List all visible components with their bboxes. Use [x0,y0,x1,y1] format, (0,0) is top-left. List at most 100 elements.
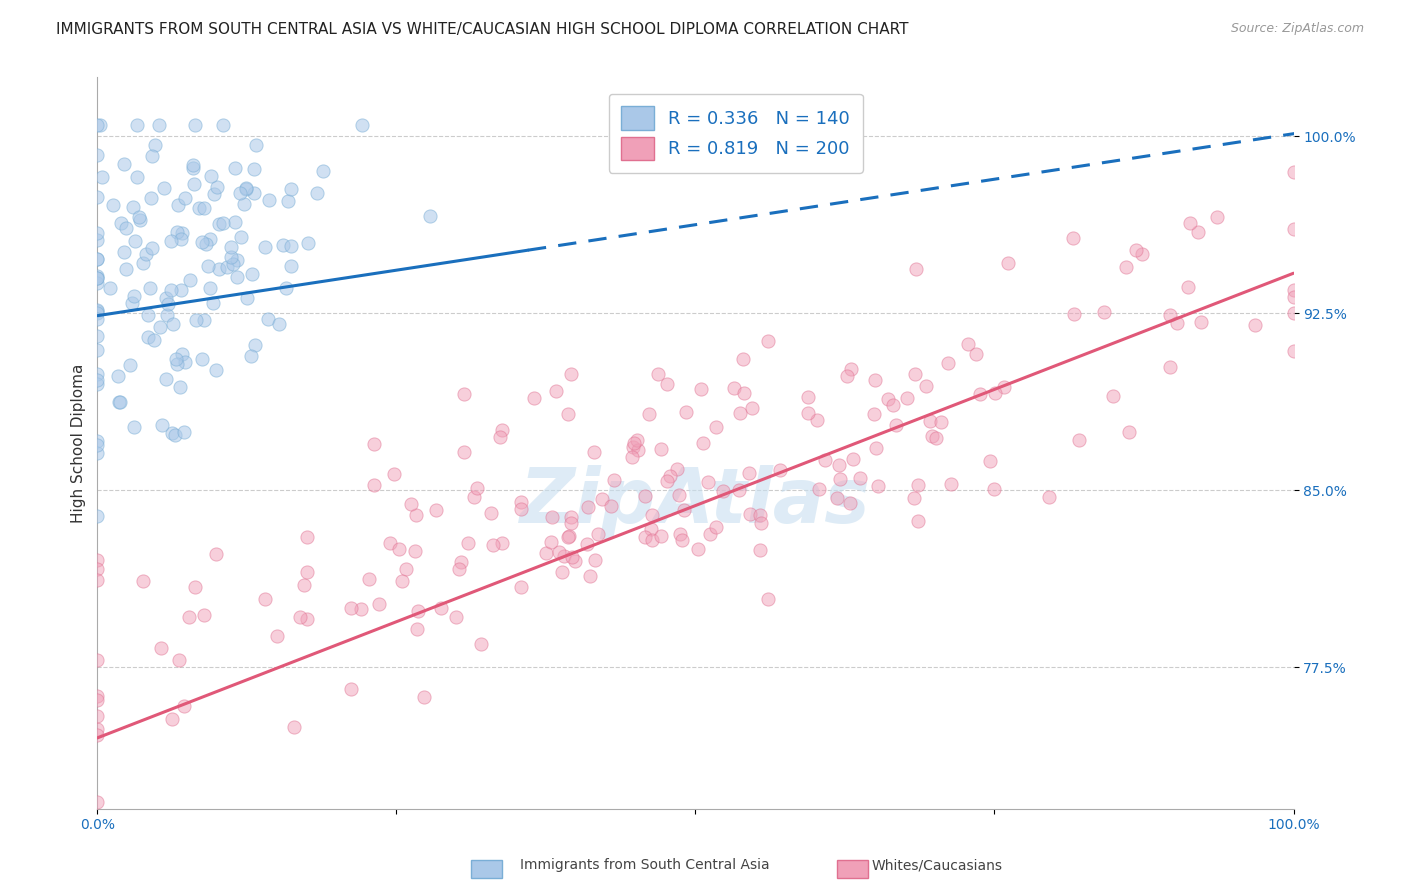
Point [1159,359,1181,374]
Point [177,609,200,624]
Point [204,187,226,202]
Point [86,373,108,387]
Point [173,355,195,369]
Point [143,138,166,153]
Point [235,181,257,195]
Point [626,433,648,447]
Point [86,233,108,247]
Point [190,235,212,249]
Point [586,526,609,541]
Point [198,281,221,295]
Point [86,438,108,452]
Point [1063,307,1085,321]
Point [482,538,505,552]
Point [257,193,280,207]
Point [124,235,146,249]
Point [711,483,734,498]
Point [173,425,195,440]
Point [599,499,621,513]
Point [160,425,183,440]
Point [939,477,962,491]
Point [650,442,672,456]
Point [1067,433,1090,447]
Point [1282,222,1305,236]
Point [193,201,215,215]
Point [122,420,145,434]
Point [160,234,183,248]
Point [866,479,889,493]
Point [413,690,436,704]
Point [86,553,108,567]
Point [404,544,426,558]
Point [904,368,927,382]
Point [553,549,575,563]
Point [673,503,696,517]
Point [91,170,114,185]
Point [769,463,792,477]
Point [1038,490,1060,504]
Point [1191,315,1213,329]
Point [165,351,187,366]
Point [169,379,191,393]
Point [235,291,257,305]
Point [155,371,177,385]
Point [453,386,475,401]
Point [463,490,485,504]
Point [197,259,219,273]
Point [89,118,111,132]
Point [86,118,108,132]
Point [749,516,772,531]
Point [907,515,929,529]
Point [406,622,429,636]
Point [86,303,108,318]
Point [551,566,574,580]
Point [399,497,422,511]
Point [1125,243,1147,257]
Point [837,369,859,384]
Point [838,495,860,509]
Point [141,149,163,163]
Point [243,338,266,352]
Point [1177,280,1199,294]
Point [112,244,135,259]
Point [222,257,245,271]
Point [576,500,599,514]
Point [1092,304,1115,318]
Point [245,138,267,153]
Point [129,212,152,227]
Point [841,452,863,467]
Point [915,379,938,393]
Point [307,186,329,200]
Point [170,347,193,361]
Point [704,520,727,534]
Point [193,607,215,622]
Point [686,542,709,557]
Point [557,529,579,543]
Point [1206,210,1229,224]
Point [86,795,108,809]
Point [671,533,693,548]
Point [363,437,385,451]
Point [86,226,108,240]
Point [658,469,681,483]
Point [384,467,406,481]
Point [274,280,297,294]
Point [907,478,929,492]
Point [903,491,925,505]
Point [560,510,582,524]
Point [668,527,690,541]
Point [650,529,672,543]
Point [86,343,108,357]
Legend: R = 0.336   N = 140, R = 0.819   N = 200: R = 0.336 N = 140, R = 0.819 N = 200 [609,94,863,173]
Point [425,502,447,516]
Point [877,392,900,407]
Point [699,527,721,541]
Point [806,412,828,426]
Point [1282,344,1305,359]
Point [579,569,602,583]
Point [271,238,294,252]
Point [509,581,531,595]
Point [86,276,108,290]
Point [108,395,131,409]
Point [200,169,222,183]
